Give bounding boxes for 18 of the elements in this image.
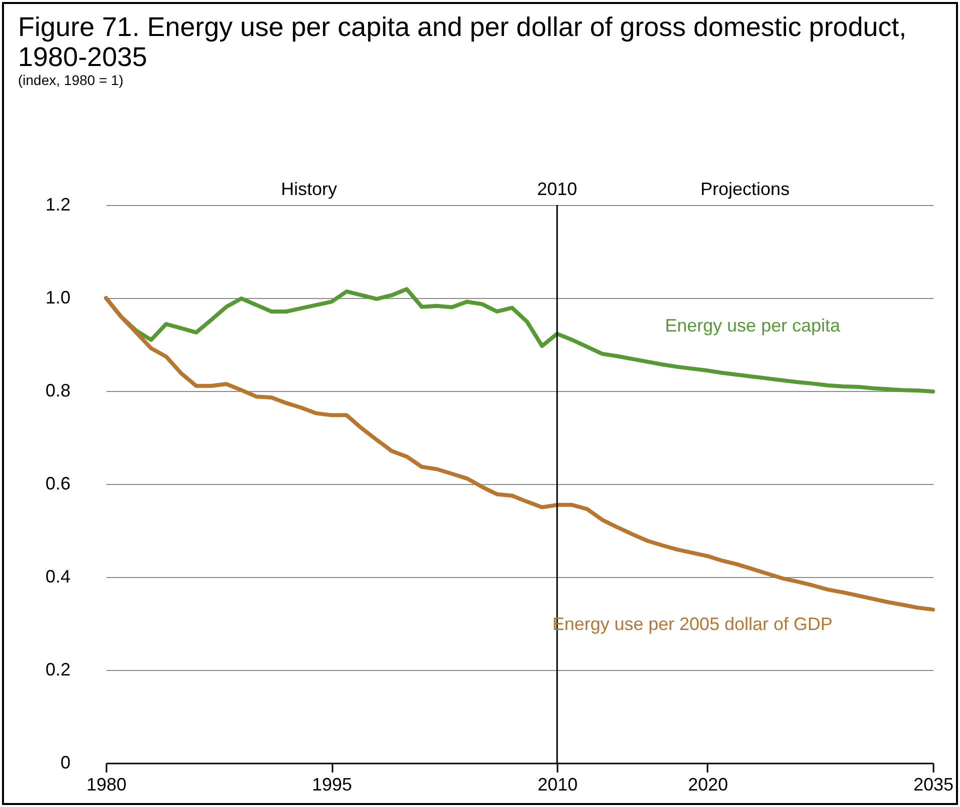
x-tick-label: 1980 [86, 774, 127, 794]
y-tick-label: 0 [60, 752, 70, 772]
y-tick-label: 0.2 [45, 660, 70, 680]
ref-line-label: 2010 [537, 179, 578, 199]
y-tick-label: 0.6 [45, 474, 70, 494]
y-tick-label: 1.0 [45, 288, 70, 308]
x-tick-label: 2035 [913, 774, 954, 794]
x-tick-label: 2020 [688, 774, 728, 794]
y-tick-label: 0.8 [45, 380, 70, 400]
x-tick-label: 2010 [538, 774, 578, 794]
y-tick-label: 0.4 [45, 566, 70, 586]
chart-subtitle: (index, 1980 = 1) [18, 72, 124, 88]
text: Projections [700, 179, 790, 199]
series-label: Energy use per capita [665, 316, 842, 336]
text: History [280, 179, 337, 199]
chart-title: Figure 71. Energy use per capita and per dollar of gross domestic product, 1980-2035 [18, 12, 908, 72]
x-tick-label: 1995 [312, 774, 352, 794]
y-tick-label: 1.2 [45, 194, 70, 214]
